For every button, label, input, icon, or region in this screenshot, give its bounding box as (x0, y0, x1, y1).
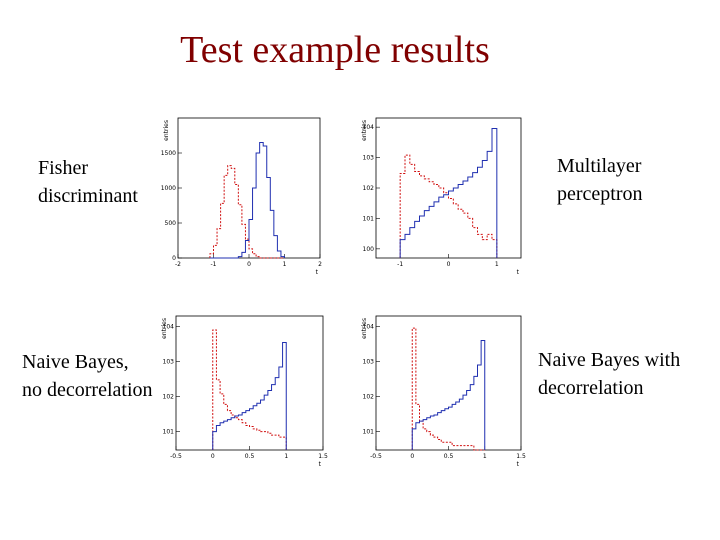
label-line: no decorrelation (22, 379, 153, 401)
label-fisher-discriminant: Fisher discriminant (38, 154, 138, 210)
y-tick-label: 102 (363, 394, 375, 401)
label-line: discriminant (38, 185, 138, 207)
x-axis-label: t (517, 269, 520, 276)
histogram-background (212, 329, 287, 450)
y-axis-label: entries (161, 318, 168, 339)
y-tick-label: 101 (363, 215, 375, 222)
x-axis-label: t (316, 269, 319, 276)
y-axis-label: entries (361, 120, 368, 141)
y-tick-label: 1000 (161, 185, 176, 192)
label-naive-bayes: Naive Bayes, no decorrelation (22, 348, 153, 404)
x-tick-label: 0 (410, 453, 414, 460)
x-tick-label: -1 (397, 261, 403, 268)
x-tick-label: 0.5 (444, 453, 454, 460)
y-tick-label: 102 (163, 394, 175, 401)
histogram-background (209, 165, 285, 259)
histogram-background (411, 327, 485, 451)
x-tick-label: 1.5 (516, 453, 526, 460)
x-tick-label: 1 (284, 453, 288, 460)
y-tick-label: 100 (363, 246, 375, 253)
x-tick-label: -0.5 (170, 453, 182, 460)
x-tick-label: 2 (318, 261, 322, 268)
x-axis-label: t (319, 461, 322, 468)
label-line: Fisher (38, 157, 88, 179)
plot-frame (175, 315, 324, 451)
plot-frame (375, 117, 522, 259)
histogram-signal (411, 339, 486, 450)
label-line: decorrelation (538, 377, 644, 399)
x-tick-label: 0 (447, 261, 451, 268)
y-tick-label: 101 (163, 429, 175, 436)
x-tick-label: 1.5 (318, 453, 328, 460)
y-tick-label: 0 (172, 255, 176, 262)
y-tick-label: 1500 (161, 150, 176, 157)
label-naive-bayes-decorrelation: Naive Bayes with decorrelation (538, 346, 680, 402)
y-tick-label: 104 (363, 124, 375, 131)
histogram-signal (209, 142, 285, 259)
chart-fisher: -2 -1 0 1 2 0 500 1000 1500 entries t (161, 117, 322, 276)
x-tick-label: 0 (247, 261, 251, 268)
plot-frame (375, 315, 522, 451)
label-line: Naive Bayes with (538, 349, 681, 371)
y-tick-label: 500 (165, 220, 177, 227)
x-tick-label: -1 (211, 261, 217, 268)
label-line: perceptron (557, 183, 643, 205)
histogram-signal (212, 342, 287, 450)
y-tick-label: 101 (363, 429, 375, 436)
label-line: Naive Bayes, (22, 351, 129, 373)
x-tick-label: 1 (483, 453, 487, 460)
histogram-signal (399, 128, 498, 258)
label-multilayer-perceptron: Multilayer perceptron (557, 152, 643, 208)
x-tick-label: -0.5 (370, 453, 382, 460)
y-axis-label: entries (163, 120, 170, 141)
x-tick-label: 1 (495, 261, 499, 268)
x-tick-label: 1 (283, 261, 287, 268)
x-tick-label: 0.5 (245, 453, 255, 460)
y-tick-label: 103 (363, 359, 375, 366)
y-tick-label: 103 (363, 155, 375, 162)
y-tick-label: 103 (163, 359, 175, 366)
histogram-background (399, 154, 498, 258)
y-tick-label: 102 (363, 185, 375, 192)
y-axis-label: entries (361, 318, 368, 339)
x-tick-label: -2 (175, 261, 181, 268)
y-tick-label: 104 (363, 324, 375, 331)
x-tick-label: 0 (211, 453, 215, 460)
x-axis-label: t (517, 461, 520, 468)
label-line: Multilayer (557, 155, 642, 177)
slide-title: Test example results (180, 29, 490, 71)
y-tick-label: 104 (163, 324, 175, 331)
